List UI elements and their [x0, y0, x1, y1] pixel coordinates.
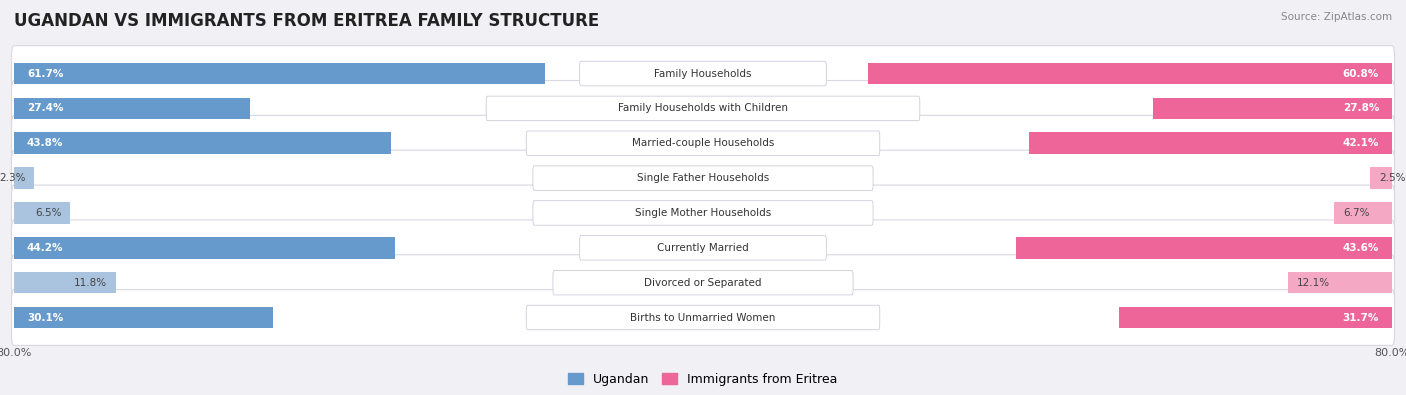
- FancyBboxPatch shape: [533, 166, 873, 190]
- FancyBboxPatch shape: [11, 115, 1395, 171]
- Bar: [1119, 307, 1392, 328]
- Text: 11.8%: 11.8%: [75, 278, 107, 288]
- FancyBboxPatch shape: [11, 81, 1395, 136]
- Bar: [14, 132, 391, 154]
- FancyBboxPatch shape: [11, 290, 1395, 345]
- Text: 27.4%: 27.4%: [27, 103, 63, 113]
- Text: Divorced or Separated: Divorced or Separated: [644, 278, 762, 288]
- FancyBboxPatch shape: [11, 150, 1395, 206]
- FancyBboxPatch shape: [11, 46, 1395, 102]
- FancyBboxPatch shape: [579, 61, 827, 86]
- FancyBboxPatch shape: [526, 131, 880, 156]
- Text: 60.8%: 60.8%: [1343, 69, 1379, 79]
- Text: 31.7%: 31.7%: [1343, 312, 1379, 322]
- Text: Births to Unmarried Women: Births to Unmarried Women: [630, 312, 776, 322]
- Bar: [1153, 98, 1392, 119]
- FancyBboxPatch shape: [553, 271, 853, 295]
- Bar: [1334, 202, 1392, 224]
- Text: 43.6%: 43.6%: [1343, 243, 1379, 253]
- FancyBboxPatch shape: [526, 305, 880, 330]
- Text: 44.2%: 44.2%: [27, 243, 63, 253]
- Text: 42.1%: 42.1%: [1343, 138, 1379, 148]
- Bar: [1017, 237, 1392, 259]
- Bar: [14, 237, 395, 259]
- FancyBboxPatch shape: [11, 220, 1395, 276]
- Text: UGANDAN VS IMMIGRANTS FROM ERITREA FAMILY STRUCTURE: UGANDAN VS IMMIGRANTS FROM ERITREA FAMIL…: [14, 12, 599, 30]
- Text: Single Mother Households: Single Mother Households: [636, 208, 770, 218]
- Text: Family Households: Family Households: [654, 69, 752, 79]
- FancyBboxPatch shape: [486, 96, 920, 120]
- Bar: [14, 98, 250, 119]
- Text: 2.3%: 2.3%: [0, 173, 25, 183]
- Bar: [1288, 272, 1392, 293]
- Text: 12.1%: 12.1%: [1296, 278, 1330, 288]
- Text: Married-couple Households: Married-couple Households: [631, 138, 775, 148]
- Bar: [14, 63, 546, 85]
- Text: 2.5%: 2.5%: [1379, 173, 1406, 183]
- Text: Currently Married: Currently Married: [657, 243, 749, 253]
- Text: 61.7%: 61.7%: [27, 69, 63, 79]
- Text: 6.5%: 6.5%: [35, 208, 62, 218]
- FancyBboxPatch shape: [533, 201, 873, 225]
- Text: 43.8%: 43.8%: [27, 138, 63, 148]
- FancyBboxPatch shape: [11, 255, 1395, 310]
- Text: 6.7%: 6.7%: [1343, 208, 1369, 218]
- FancyBboxPatch shape: [579, 235, 827, 260]
- Legend: Ugandan, Immigrants from Eritrea: Ugandan, Immigrants from Eritrea: [564, 368, 842, 391]
- Text: Single Father Households: Single Father Households: [637, 173, 769, 183]
- Bar: [14, 307, 273, 328]
- Text: 27.8%: 27.8%: [1343, 103, 1379, 113]
- Bar: [869, 63, 1392, 85]
- Bar: [14, 167, 34, 189]
- Text: Family Households with Children: Family Households with Children: [619, 103, 787, 113]
- FancyBboxPatch shape: [11, 185, 1395, 241]
- Text: 30.1%: 30.1%: [27, 312, 63, 322]
- Text: Source: ZipAtlas.com: Source: ZipAtlas.com: [1281, 12, 1392, 22]
- Bar: [14, 202, 70, 224]
- Bar: [1371, 167, 1392, 189]
- Bar: [1029, 132, 1392, 154]
- Bar: [14, 272, 115, 293]
